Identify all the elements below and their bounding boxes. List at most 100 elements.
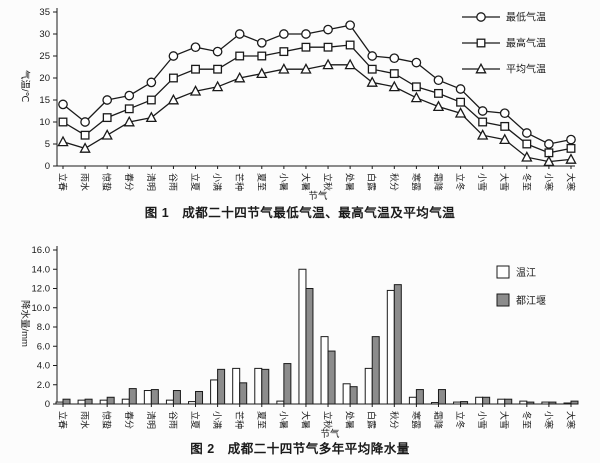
bar-都江堰 (283, 363, 292, 405)
category-label: 立夏 (190, 411, 201, 429)
category-label: 白露 (367, 411, 378, 429)
data-point-triangle (521, 151, 533, 162)
data-point-circle (499, 108, 510, 119)
y-tick-label: 0 (45, 161, 50, 172)
y-tick-label: 16.0 (32, 245, 51, 256)
data-point-triangle (189, 85, 202, 96)
data-point-circle (544, 139, 554, 149)
y-tick-label: 10 (39, 117, 50, 128)
bar-都江堰 (106, 396, 115, 405)
bar-温江 (143, 390, 152, 405)
category-label: 立秋 (323, 411, 334, 429)
bar-温江 (386, 289, 395, 405)
category-label: 大寒 (566, 173, 577, 191)
y-tick-label: 35 (39, 7, 50, 18)
data-point-square (80, 130, 90, 140)
data-point-square (257, 51, 267, 61)
bar-都江堰 (548, 401, 557, 405)
category-label: 寒露 (411, 411, 422, 429)
bar-温江 (342, 383, 351, 405)
data-point-circle (301, 29, 311, 39)
bar-温江 (430, 402, 439, 405)
category-label: 寒露 (411, 173, 422, 191)
category-label: 处暑 (345, 173, 356, 191)
bar-温江 (298, 268, 307, 405)
data-point-circle (345, 20, 355, 31)
data-point-triangle (300, 63, 312, 74)
legend-label: 平均气温 (506, 63, 546, 76)
bar-都江堰 (371, 336, 380, 405)
category-label: 惊蛰 (102, 411, 113, 429)
category-label: 立春 (58, 411, 69, 429)
data-point-triangle (167, 93, 180, 105)
data-point-circle (411, 57, 422, 68)
data-point-square (478, 117, 488, 127)
data-point-triangle (476, 129, 489, 140)
data-point-triangle (432, 100, 445, 112)
legend-circle-marker (476, 12, 486, 22)
category-label: 惊蛰 (102, 173, 113, 191)
figure-1-caption: 图 1 成都二十四节气最低气温、最高气温及平均气温 (144, 206, 456, 220)
category-label: 谷雨 (168, 411, 178, 429)
bar-都江堰 (239, 382, 248, 405)
y-tick-label: 5 (45, 139, 50, 150)
category-label: 秋分 (389, 411, 400, 429)
bar-温江 (165, 399, 174, 405)
data-point-triangle (543, 155, 555, 167)
y-tick-label: 8.0 (37, 322, 50, 333)
legend-label: 最高气温 (506, 37, 546, 50)
data-point-square (566, 143, 576, 153)
data-point-square (500, 121, 510, 131)
data-point-circle (234, 29, 245, 39)
data-point-triangle (234, 71, 246, 83)
data-point-square (323, 42, 333, 52)
bar-温江 (563, 402, 572, 405)
series-line-最高气温 (62, 44, 572, 154)
y-tick-label: 12.0 (32, 284, 51, 295)
data-point-square (367, 64, 377, 74)
data-point-triangle (322, 58, 334, 70)
data-point-triangle (454, 107, 467, 118)
data-point-triangle (410, 91, 423, 103)
data-point-square (279, 47, 289, 57)
bar-都江堰 (349, 386, 358, 405)
bar-温江 (254, 367, 263, 405)
category-label: 冬至 (521, 173, 532, 191)
bar-温江 (232, 367, 241, 405)
bar-都江堰 (327, 350, 336, 405)
data-point-circle (477, 106, 488, 116)
data-point-triangle (145, 111, 158, 123)
data-point-square (235, 51, 245, 61)
bar-都江堰 (128, 388, 137, 405)
bar-温江 (475, 396, 484, 405)
bar-都江堰 (172, 390, 181, 405)
data-point-triangle (123, 115, 135, 127)
y-tick-label: 0 (45, 399, 50, 410)
data-point-circle (566, 134, 576, 145)
category-label: 夏至 (256, 411, 266, 429)
data-point-circle (102, 95, 113, 105)
legend-label: 都江堰 (516, 295, 546, 307)
category-label: 芒种 (234, 173, 245, 191)
data-point-circle (190, 42, 201, 53)
legend-swatch-温江 (496, 265, 510, 279)
bar-温江 (55, 401, 64, 405)
data-point-square (456, 97, 466, 107)
bar-都江堰 (570, 400, 579, 405)
bar-都江堰 (526, 401, 535, 405)
data-point-square (124, 104, 134, 114)
category-label: 立冬 (455, 173, 466, 191)
data-point-square (102, 113, 112, 123)
data-point-triangle (565, 153, 577, 164)
series-line-平均气温 (62, 64, 572, 163)
fig1-x-axis-title: 节气 (308, 190, 328, 202)
data-point-triangle (79, 142, 91, 153)
category-label: 芒种 (234, 411, 245, 429)
category-label: 小雪 (477, 411, 487, 429)
fig2-y-axis-title: 降水量/mm (19, 300, 31, 347)
y-tick-label: 14.0 (32, 264, 51, 275)
bar-都江堰 (305, 288, 314, 405)
category-label: 清明 (146, 173, 157, 191)
bar-温江 (276, 400, 285, 405)
